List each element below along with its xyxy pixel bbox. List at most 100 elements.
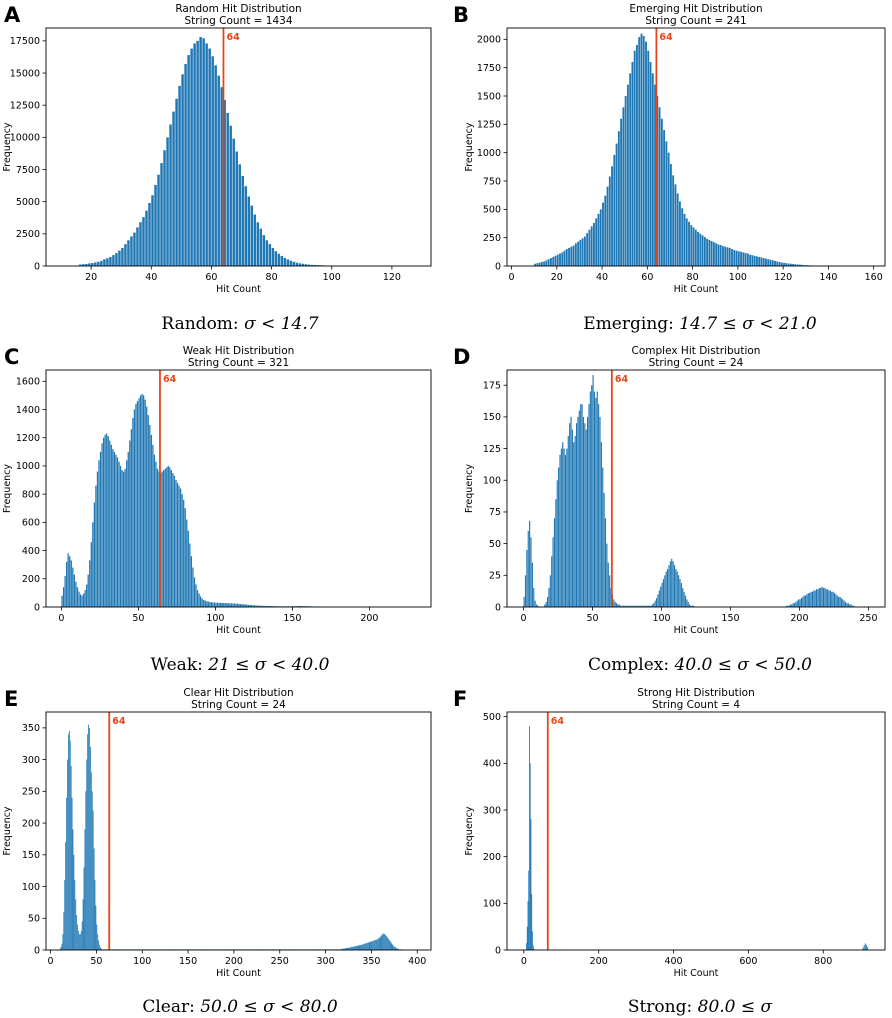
- caption: Random: σ < 14.7: [161, 314, 318, 334]
- histogram-bar: [793, 603, 796, 607]
- histogram-bar: [719, 245, 722, 266]
- histogram-bar: [683, 213, 686, 266]
- histogram-bar: [259, 228, 263, 266]
- histogram-bar: [685, 218, 688, 266]
- x-axis-label: Hit Count: [674, 625, 719, 636]
- histogram-bar: [250, 205, 253, 266]
- histogram-bar: [154, 184, 157, 266]
- histogram-bar: [678, 575, 680, 607]
- histogram-bar: [624, 605, 626, 607]
- y-tick-label: 0: [34, 945, 40, 956]
- histogram-bar: [679, 579, 681, 607]
- histogram-bar: [703, 237, 706, 266]
- histogram-bar: [106, 433, 108, 607]
- y-tick-label: 0: [495, 602, 501, 613]
- x-tick-label: 150: [721, 613, 739, 624]
- histogram-bar: [528, 870, 530, 950]
- histogram-bar: [201, 598, 203, 607]
- histogram-bar: [150, 434, 152, 607]
- histogram-bar: [133, 232, 136, 266]
- histogram-bar: [586, 233, 589, 266]
- histogram-bar: [606, 543, 608, 607]
- histogram-bar: [532, 931, 533, 950]
- histogram-bar: [801, 264, 804, 266]
- y-tick-label: 2000: [477, 35, 501, 46]
- histogram-bar: [269, 606, 271, 607]
- histogram-bar: [172, 111, 175, 267]
- histogram-bar: [599, 209, 602, 266]
- histogram-bar: [596, 391, 598, 607]
- histogram-bar: [221, 602, 223, 607]
- histogram-bar: [81, 921, 83, 950]
- histogram-bar: [112, 255, 115, 266]
- histogram-bar: [587, 416, 589, 607]
- histogram-bar: [250, 605, 253, 607]
- histogram-bar: [213, 602, 216, 607]
- histogram-bar: [196, 590, 199, 607]
- x-tick-label: 80: [266, 272, 278, 283]
- histogram-bar: [101, 948, 102, 950]
- histogram-bar: [622, 605, 625, 607]
- histogram-bar: [78, 930, 79, 950]
- histogram-bar: [190, 556, 193, 607]
- caption: Emerging: 14.7 ≤ σ < 21.0: [583, 314, 817, 334]
- panel-letter: A: [4, 3, 21, 27]
- histogram-bar: [527, 530, 529, 607]
- histogram-bar: [583, 236, 586, 266]
- histogram-bar: [75, 899, 77, 950]
- histogram-bar: [853, 605, 855, 607]
- histogram-bar: [574, 243, 577, 266]
- histogram-bar: [115, 253, 118, 266]
- histogram-bar: [235, 603, 237, 607]
- histogram-bar: [133, 409, 136, 607]
- histogram-bar: [556, 254, 559, 266]
- histogram-bar: [61, 595, 63, 607]
- caption-math: σ < 14.7: [244, 314, 319, 334]
- histogram-bar: [354, 946, 355, 950]
- histogram-bar: [307, 264, 311, 266]
- x-tick-label: 120: [774, 272, 792, 283]
- histogram-bar: [654, 84, 656, 266]
- histogram-bar: [629, 605, 631, 607]
- histogram-bar: [780, 262, 783, 266]
- caption-label: Strong:: [628, 997, 692, 1017]
- x-tick-label: 40: [145, 272, 157, 283]
- histogram-bar: [68, 731, 70, 950]
- histogram-bars: [59, 724, 403, 950]
- histogram-bar: [585, 429, 587, 607]
- histogram-bar: [286, 259, 290, 266]
- histogram-bar: [135, 403, 137, 607]
- histogram-bar: [563, 448, 565, 607]
- histogram-bar: [79, 264, 82, 266]
- x-tick-label: 200: [790, 613, 808, 624]
- histogram-bar: [136, 227, 139, 266]
- histogram-bar: [395, 947, 397, 950]
- histogram-bar: [828, 590, 830, 607]
- histogram-bar: [240, 604, 242, 607]
- histogram-bar: [642, 35, 645, 267]
- histogram-bar: [226, 603, 228, 607]
- histogram-bar: [526, 549, 528, 607]
- caption-math: 80.0 ≤ σ: [698, 997, 773, 1017]
- histogram-bar: [563, 250, 566, 266]
- histogram-bar: [603, 492, 605, 607]
- histogram-bar: [384, 934, 386, 950]
- x-tick-label: 250: [859, 613, 877, 624]
- histogram-bar: [68, 734, 69, 950]
- axes-frame: [45, 369, 432, 608]
- y-tick-label: 1250: [477, 120, 501, 131]
- histogram-bar: [789, 263, 792, 266]
- histogram-bar: [769, 259, 772, 266]
- histogram-bar: [667, 152, 670, 266]
- histogram-bar: [379, 937, 381, 950]
- histogram-bar: [215, 602, 217, 607]
- histogram-bar: [141, 393, 143, 607]
- histogram-bar: [95, 485, 97, 607]
- histogram-bar: [145, 210, 148, 266]
- histogram-bar: [701, 235, 704, 266]
- histogram-bar: [534, 600, 536, 607]
- histogram-bar: [271, 247, 275, 266]
- histogram-bar: [663, 130, 666, 266]
- histogram-bar: [676, 193, 679, 266]
- histogram-bar: [73, 854, 75, 950]
